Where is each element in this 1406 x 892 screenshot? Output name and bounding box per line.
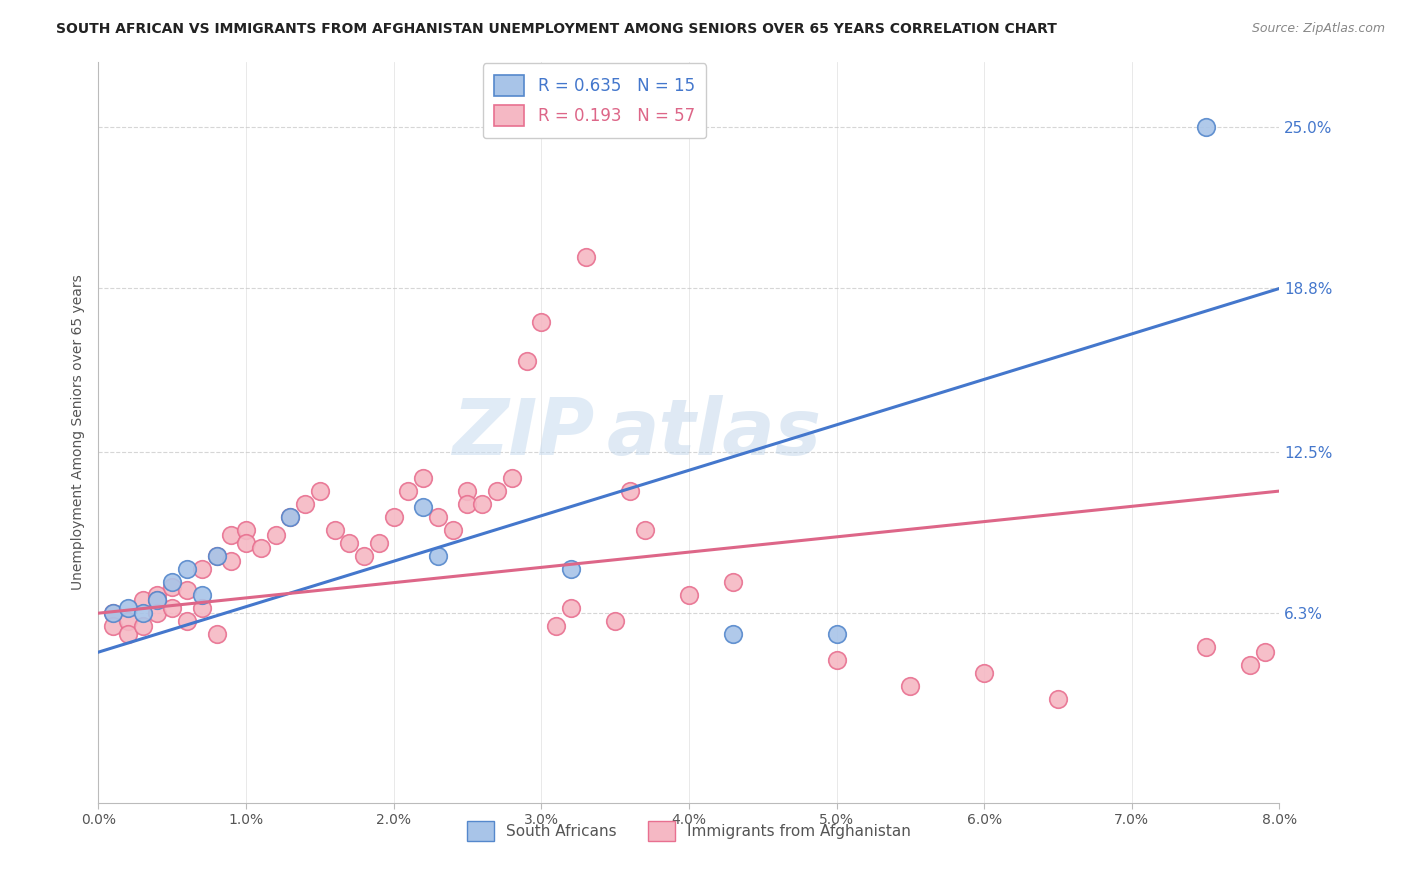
Point <box>176 614 198 628</box>
Point <box>471 497 494 511</box>
Point <box>103 606 125 620</box>
Point <box>486 484 509 499</box>
Text: ZIP: ZIP <box>453 394 595 471</box>
Point <box>205 549 228 563</box>
Point <box>368 536 391 550</box>
Point <box>309 484 332 499</box>
Point <box>117 627 139 641</box>
Text: Source: ZipAtlas.com: Source: ZipAtlas.com <box>1251 22 1385 36</box>
Text: SOUTH AFRICAN VS IMMIGRANTS FROM AFGHANISTAN UNEMPLOYMENT AMONG SENIORS OVER 65 : SOUTH AFRICAN VS IMMIGRANTS FROM AFGHANI… <box>56 22 1057 37</box>
Point <box>900 679 922 693</box>
Point <box>117 614 139 628</box>
Point <box>382 510 405 524</box>
Point <box>221 528 243 542</box>
Point <box>457 484 479 499</box>
Point <box>132 619 155 633</box>
Point <box>146 588 169 602</box>
Point <box>825 627 848 641</box>
Point <box>146 593 169 607</box>
Point <box>560 601 582 615</box>
Point <box>280 510 302 524</box>
Point <box>176 582 198 597</box>
Legend: South Africans, Immigrants from Afghanistan: South Africans, Immigrants from Afghanis… <box>461 815 917 847</box>
Y-axis label: Unemployment Among Seniors over 65 years: Unemployment Among Seniors over 65 years <box>70 275 84 591</box>
Point <box>235 536 257 550</box>
Point <box>117 601 139 615</box>
Point <box>294 497 316 511</box>
Point <box>427 549 450 563</box>
Point <box>191 562 214 576</box>
Point <box>132 593 155 607</box>
Point <box>162 580 183 594</box>
Point <box>162 574 183 589</box>
Point <box>412 500 434 514</box>
Point <box>634 523 657 537</box>
Point <box>723 574 745 589</box>
Point <box>176 562 198 576</box>
Point <box>339 536 361 550</box>
Point <box>264 528 287 542</box>
Point <box>427 510 450 524</box>
Point <box>501 471 523 485</box>
Point <box>221 554 243 568</box>
Point <box>441 523 464 537</box>
Point <box>280 510 302 524</box>
Point <box>250 541 273 556</box>
Point <box>619 484 641 499</box>
Point <box>146 606 169 620</box>
Point <box>678 588 700 602</box>
Point <box>162 601 183 615</box>
Point <box>235 523 257 537</box>
Point <box>530 315 553 329</box>
Point <box>1239 658 1261 673</box>
Point <box>412 471 434 485</box>
Point <box>575 250 598 264</box>
Point <box>973 665 995 680</box>
Point <box>132 606 155 620</box>
Point <box>146 593 169 607</box>
Point <box>1195 640 1218 654</box>
Point <box>723 627 745 641</box>
Point <box>398 484 420 499</box>
Point <box>457 497 479 511</box>
Point <box>191 588 214 602</box>
Point <box>103 606 125 620</box>
Point <box>205 549 228 563</box>
Point <box>1046 692 1070 706</box>
Point <box>323 523 346 537</box>
Point <box>516 354 538 368</box>
Point <box>353 549 375 563</box>
Point <box>191 601 214 615</box>
Point <box>1254 645 1277 659</box>
Point <box>560 562 582 576</box>
Point <box>546 619 568 633</box>
Point <box>605 614 627 628</box>
Point <box>103 619 125 633</box>
Point <box>205 627 228 641</box>
Point <box>825 653 848 667</box>
Text: atlas: atlas <box>606 394 821 471</box>
Point <box>1195 120 1218 135</box>
